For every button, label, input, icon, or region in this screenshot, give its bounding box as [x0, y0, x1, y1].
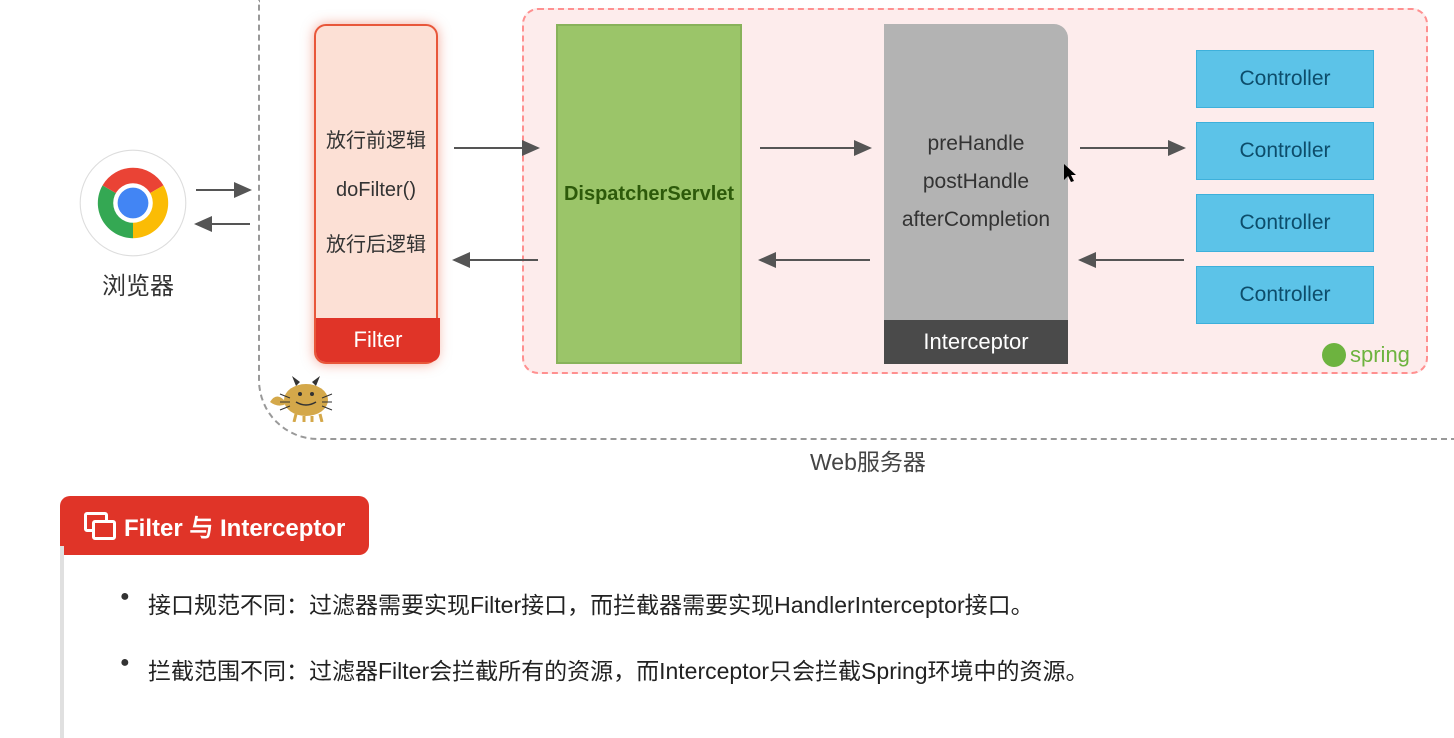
mouse-cursor-icon [1064, 164, 1080, 189]
section-title: Filter 与 Interceptor [124, 508, 345, 543]
interceptor-prehandle: preHandle [884, 132, 1068, 156]
controllers-column: Controller Controller Controller Control… [1196, 50, 1374, 324]
interceptor-box: preHandle postHandle afterCompletion Int… [884, 24, 1068, 364]
web-server-label: Web服务器 [810, 443, 926, 477]
tomcat-icon [266, 372, 344, 422]
interceptor-label: Interceptor [884, 320, 1068, 364]
controller-box: Controller [1196, 50, 1374, 108]
filter-pre-text: 放行前逻辑 [316, 124, 436, 153]
filter-box: 放行前逻辑 doFilter() 放行后逻辑 Filter [314, 24, 438, 364]
dispatcher-servlet-box: DispatcherServlet [556, 24, 742, 364]
spring-label: spring [1350, 342, 1410, 368]
copy-icon [84, 512, 112, 540]
filter-label: Filter [316, 318, 440, 362]
bullet-list: 接口规范不同：过滤器需要实现Filter接口，而拦截器需要实现HandlerIn… [120, 586, 1360, 686]
bullet-item: 接口规范不同：过滤器需要实现Filter接口，而拦截器需要实现HandlerIn… [120, 586, 1360, 620]
filter-do-text: doFilter() [316, 179, 436, 202]
section-body: 接口规范不同：过滤器需要实现Filter接口，而拦截器需要实现HandlerIn… [60, 546, 1400, 738]
controller-box: Controller [1196, 266, 1374, 324]
filter-post-text: 放行后逻辑 [316, 228, 436, 257]
browser-label: 浏览器 [88, 266, 188, 301]
diagram-area: 浏览器 放行前逻辑 doFilter() 放行后逻辑 Filter Dispat… [0, 0, 1454, 480]
spring-leaf-icon [1322, 343, 1346, 367]
interceptor-aftercompletion: afterCompletion [884, 208, 1068, 232]
spring-logo: spring [1322, 342, 1410, 368]
controller-box: Controller [1196, 194, 1374, 252]
interceptor-posthandle: postHandle [884, 170, 1068, 194]
bullet-item: 拦截范围不同：过滤器Filter会拦截所有的资源，而Interceptor只会拦… [120, 652, 1360, 686]
controller-box: Controller [1196, 122, 1374, 180]
chrome-icon [78, 148, 188, 258]
